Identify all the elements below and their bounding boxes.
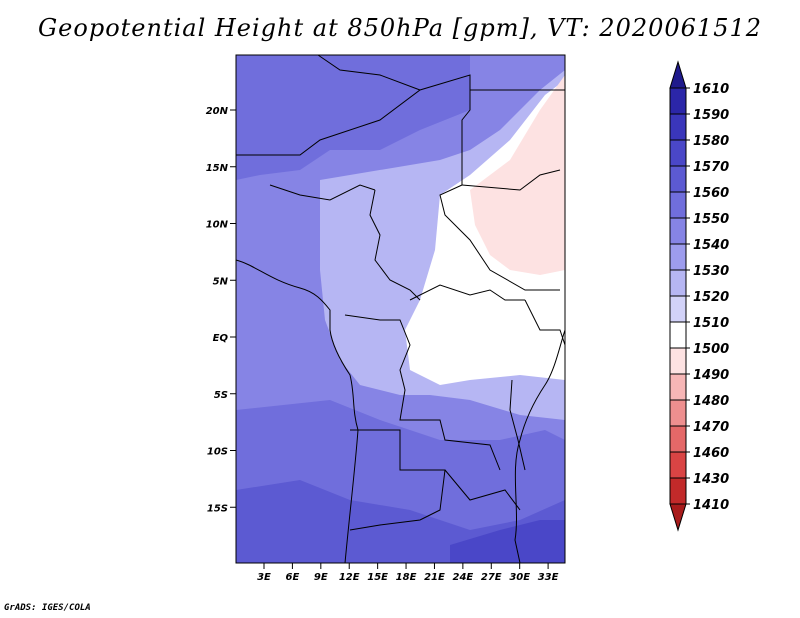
lat-tick-label: 10S [207,447,228,458]
colorbar-segment [669,321,687,349]
colorbar-label: 1430 [693,472,729,487]
lat-tick-label: 5N [213,276,229,287]
colorbar-segment [669,217,687,245]
colorbar-top-arrow [669,60,687,89]
colorbar-label: 1610 [693,82,729,97]
border-nigeria [269,184,376,201]
border-angola [349,429,446,531]
colorbar-label: 1490 [693,368,729,383]
colorbar-segment [669,269,687,297]
border-sahel [236,74,560,291]
lon-tick-label: 24E [452,572,473,583]
region-light-central [470,75,565,275]
colorbar-label: 1550 [693,212,729,227]
colorbar-segment [669,113,687,141]
lon-tick-label: 21E [424,572,445,583]
region-high-south [236,55,470,180]
colorbar-segment [669,347,687,375]
credit-label: GrADS: IGES/COLA [4,603,91,613]
colorbar-label: 1500 [693,342,729,357]
colorbar-segment [669,139,687,167]
border-uganda [524,299,566,346]
lon-tick-label: 27E [481,572,502,583]
colorbar-segment [669,165,687,193]
lon-tick-label: 30E [509,572,530,583]
colorbar-segment [669,87,687,115]
region-pink-northeast [450,520,565,563]
colorbar-label: 1530 [693,264,729,279]
lat-tick-label: 10N [206,220,229,231]
colorbar-segment [669,451,687,479]
lon-tick-label: 15E [367,572,388,583]
border-sudan [461,169,561,191]
border-chad [369,189,421,301]
colorbar-label: 1480 [693,394,729,409]
plot-frame [235,54,566,564]
lon-tick-label: 18E [396,572,417,583]
colorbar-label: 1520 [693,290,729,305]
colorbar-label: 1590 [693,108,729,123]
longitude-axis: 3E 6E 9E 12E 15E 18E 21E 24E 27E 30E 33E [257,563,559,583]
colorbar-segment [669,399,687,427]
colorbar-segment [669,425,687,453]
colorbar-label: 1470 [693,420,729,435]
border-lakes [509,379,526,471]
lon-tick-label: 12E [339,572,360,583]
lat-tick-label: 20N [206,106,229,117]
lon-tick-label: 9E [314,572,328,583]
colorbar-label: 1510 [693,316,729,331]
border-north [317,54,421,91]
lon-tick-label: 6E [286,572,300,583]
latitude-axis: 20N 15N 10N 5N EQ 5S 10S 15S [206,106,236,514]
border-congo [344,314,501,471]
colorbar-segment [669,191,687,219]
border-car [409,284,525,301]
country-borders [235,54,566,564]
colorbar-segment [669,477,687,505]
colorbar-label: 1460 [693,446,729,461]
lon-tick-label: 3E [257,572,271,583]
border-zambia [444,469,521,511]
colorbar-label: 1410 [693,498,729,513]
coastline-east [514,329,566,564]
lon-tick-label: 33E [538,572,559,583]
height-field [236,55,565,563]
lat-tick-label: 15N [206,163,229,174]
colorbar-segment [669,373,687,401]
colorbar-label: 1540 [693,238,729,253]
colorbar: 1610 1590 1580 1570 1560 1550 1540 1530 1520 1510… [669,60,729,532]
colorbar-segment [669,243,687,271]
colorbar-bottom-arrow [669,503,687,532]
lat-tick-label: 15S [207,503,228,514]
coastline-west [235,259,359,564]
colorbar-label: 1580 [693,134,729,149]
colorbar-label: 1560 [693,186,729,201]
lat-tick-label: 5S [214,390,228,401]
colorbar-segment [669,295,687,323]
colorbar-label: 1570 [693,160,729,175]
lat-tick-label: EQ [213,333,229,344]
map-title: Geopotential Height at 850hPa [gpm], VT:… [38,14,762,42]
